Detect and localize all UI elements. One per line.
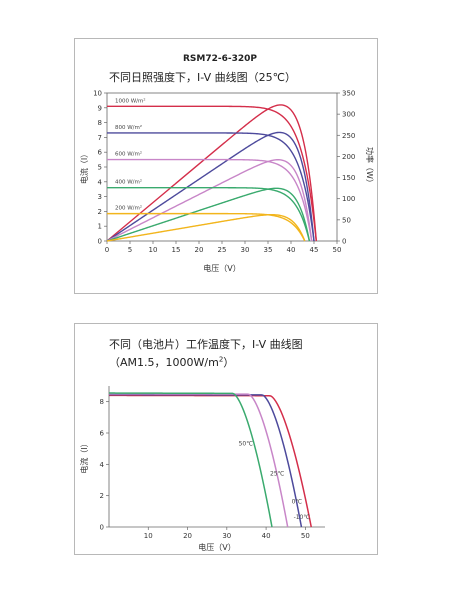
subtitle-prefix: （AM1.5，1000W/m (109, 356, 219, 369)
chart-subtitle: （AM1.5，1000W/m2） (109, 354, 234, 370)
iv-curve (107, 132, 315, 242)
x-tick-label: 0 (105, 246, 109, 254)
y-tick-label: 5 (98, 164, 102, 172)
y-right-axis-label: 功率（W） (365, 147, 375, 187)
y-tick-label: 9 (98, 104, 102, 112)
x-tick-label: 40 (287, 246, 296, 254)
x-tick-label: 20 (195, 246, 204, 254)
y-tick-label: 0 (100, 524, 104, 532)
series-label: 800 W/m² (115, 124, 142, 131)
iv-curve (109, 393, 303, 528)
iv-curve (107, 187, 311, 242)
x-tick-label: 35 (264, 246, 273, 254)
iv-curve (109, 394, 312, 528)
iv-curve (109, 392, 273, 528)
chart-subtitle: 不同日照强度下，I-V 曲线图（25℃） (109, 71, 296, 84)
iv-curve (107, 158, 313, 242)
y-tick-label: 8 (100, 398, 104, 406)
y-tick-label: 2 (100, 492, 104, 500)
power-curve (106, 214, 306, 242)
y-axis-label: 电流（I） (79, 150, 89, 184)
series-label: -10℃ (294, 514, 311, 521)
chart-title: 不同（电池片）工作温度下，I-V 曲线图 (109, 338, 303, 351)
x-tick-label: 40 (262, 532, 271, 540)
chart-title: RSM72-6-320P (183, 54, 258, 64)
y-tick-label: 7 (98, 134, 102, 142)
y-right-tick-label: 50 (342, 216, 351, 224)
series-label: 1000 W/m² (115, 97, 146, 104)
iv-temperature-plot: 10 20 30 40 50 0 2 4 6 8 电压（V） 电流（I） -10℃ 0℃ 25℃ 50℃ (79, 386, 325, 552)
power-curve (106, 187, 311, 242)
chart-panel-temperature: 不同（电池片）工作温度下，I-V 曲线图 （AM1.5，1000W/m2） 10… (74, 323, 378, 555)
x-tick-label: 5 (128, 246, 132, 254)
x-tick-label: 20 (183, 532, 192, 540)
y-tick-label: 3 (98, 193, 102, 201)
power-curve (106, 104, 317, 242)
iv-curve (107, 105, 317, 242)
y-right-tick-label: 300 (342, 111, 355, 119)
y-tick-label: 0 (98, 238, 102, 246)
y-right-tick-label: 350 (342, 90, 355, 98)
y-right-tick-label: 200 (342, 153, 355, 161)
power-curve (106, 159, 313, 242)
y-right-tick-label: 0 (342, 238, 346, 246)
subtitle-suffix: ） (223, 356, 235, 369)
y-tick-label: 1 (98, 223, 102, 231)
y-tick-label: 10 (93, 90, 102, 98)
y-tick-label: 4 (100, 461, 105, 469)
y-right-tick-label: 250 (342, 132, 355, 140)
chart-panel-irradiance: RSM72-6-320P 不同日照强度下，I-V 曲线图（25℃） 0 5 10 15… (74, 38, 378, 294)
x-tick-label: 50 (333, 246, 342, 254)
y-axis-label: 电流（I） (79, 439, 89, 473)
iv-irradiance-plot: 0 5 10 15 20 25 30 35 40 45 5001234567891005010015… (79, 90, 375, 274)
power-curve (106, 131, 315, 242)
iv-curve (107, 212, 306, 242)
y-tick-label: 8 (98, 119, 102, 127)
y-tick-label: 6 (98, 149, 103, 157)
series-label: 200 W/m² (115, 205, 142, 212)
series-label: 0℃ (292, 499, 303, 506)
x-axis-label: 电压（V） (203, 263, 240, 273)
y-tick-label: 2 (98, 208, 102, 216)
x-tick-label: 30 (241, 246, 250, 254)
y-tick-label: 4 (98, 178, 103, 186)
x-tick-label: 45 (310, 246, 319, 254)
x-tick-label: 15 (172, 246, 181, 254)
y-right-tick-label: 150 (342, 174, 355, 182)
x-axis-label: 电压（V） (198, 542, 235, 552)
x-tick-label: 10 (144, 532, 153, 540)
iv-curve (108, 393, 289, 528)
x-tick-label: 25 (218, 246, 227, 254)
x-tick-label: 50 (301, 532, 310, 540)
x-tick-label: 10 (149, 246, 158, 254)
subtitle-superscript: 2 (218, 355, 224, 364)
y-right-tick-label: 100 (342, 195, 355, 203)
y-tick-label: 6 (100, 430, 105, 438)
series-label: 50℃ (239, 441, 254, 448)
series-label: 600 W/m² (115, 151, 142, 158)
x-tick-label: 30 (222, 532, 231, 540)
series-label: 400 W/m² (115, 179, 142, 186)
series-label: 25℃ (270, 470, 285, 477)
